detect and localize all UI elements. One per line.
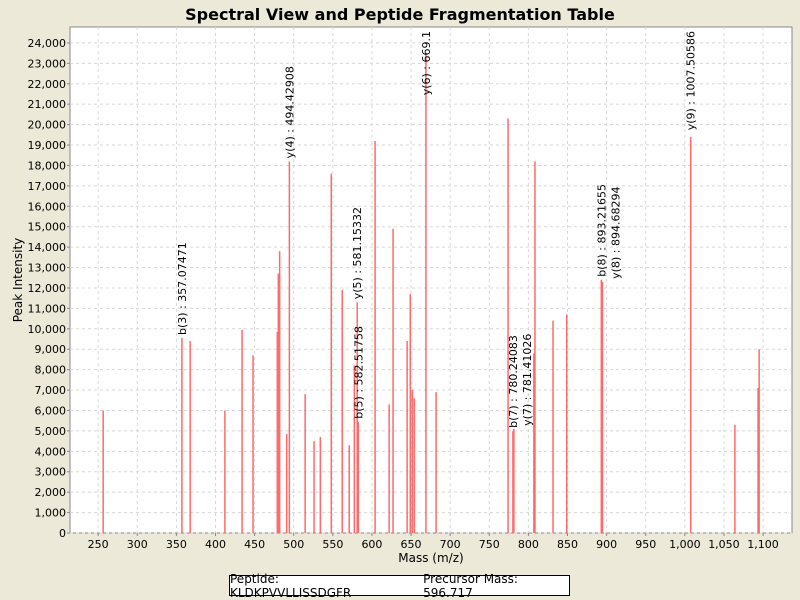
x-tick-label: 350 bbox=[166, 538, 187, 551]
peak-annotation: y(6) : 669.1 bbox=[420, 31, 433, 95]
peak-annotation: b(7) : 780.24083 bbox=[507, 335, 520, 428]
y-tick-label: 22,000 bbox=[28, 78, 67, 91]
y-tick-label: 0 bbox=[59, 527, 66, 540]
y-tick-label: 6,000 bbox=[35, 404, 67, 417]
x-tick-label: 850 bbox=[557, 538, 578, 551]
y-tick-label: 20,000 bbox=[28, 119, 67, 132]
y-tick-label: 19,000 bbox=[28, 139, 67, 152]
y-tick-label: 4,000 bbox=[35, 445, 67, 458]
x-tick-label: 1,050 bbox=[708, 538, 740, 551]
y-tick-label: 12,000 bbox=[28, 282, 67, 295]
y-tick-label: 14,000 bbox=[28, 241, 67, 254]
y-tick-label: 2,000 bbox=[35, 486, 67, 499]
precursor-mass: Precursor Mass: 596.717 bbox=[423, 571, 518, 600]
peak-annotation: b(3) : 357.07471 bbox=[176, 242, 189, 335]
x-tick-label: 650 bbox=[401, 538, 422, 551]
x-tick-label: 950 bbox=[635, 538, 656, 551]
x-tick-label: 550 bbox=[322, 538, 343, 551]
chart-title: Spectral View and Peptide Fragmentation … bbox=[185, 5, 615, 24]
y-tick-label: 7,000 bbox=[35, 384, 67, 397]
y-tick-label: 16,000 bbox=[28, 200, 67, 213]
peak-annotation: y(9) : 1007.50586 bbox=[685, 31, 698, 130]
peak-annotation: b(8) : 893.21655 bbox=[595, 184, 608, 277]
x-tick-label: 600 bbox=[361, 538, 382, 551]
y-axis-label: Peak Intensity bbox=[11, 238, 25, 323]
peptide-sequence: Peptide: KLDKPVVLLISSDGFR bbox=[230, 571, 352, 600]
y-tick-label: 3,000 bbox=[35, 466, 67, 479]
y-tick-label: 11,000 bbox=[28, 302, 67, 315]
peak-annotation: b(5) : 582.51758 bbox=[352, 326, 365, 419]
y-tick-label: 1,000 bbox=[35, 507, 67, 520]
y-tick-label: 13,000 bbox=[28, 262, 67, 275]
x-tick-label: 700 bbox=[440, 538, 461, 551]
peak-annotation: y(8) : 894.68294 bbox=[609, 187, 622, 279]
x-axis-label: Mass (m/z) bbox=[398, 551, 463, 565]
x-tick-label: 750 bbox=[479, 538, 500, 551]
y-tick-label: 10,000 bbox=[28, 323, 67, 336]
peptide-legend: Peptide: KLDKPVVLLISSDGFR Precursor Mass… bbox=[229, 572, 570, 600]
x-tick-label: 900 bbox=[596, 538, 617, 551]
x-tick-label: 450 bbox=[244, 538, 265, 551]
y-tick-label: 5,000 bbox=[35, 425, 67, 438]
y-tick-label: 18,000 bbox=[28, 159, 67, 172]
peak-annotation: y(5) : 581.15332 bbox=[351, 207, 364, 299]
y-tick-label: 24,000 bbox=[28, 37, 67, 50]
peak-annotation: y(7) : 781.41026 bbox=[521, 334, 534, 426]
x-tick-label: 250 bbox=[88, 538, 109, 551]
peak-annotation: y(4) : 494.42908 bbox=[283, 66, 296, 158]
y-tick-label: 17,000 bbox=[28, 180, 67, 193]
y-tick-label: 23,000 bbox=[28, 57, 67, 70]
x-tick-label: 400 bbox=[205, 538, 226, 551]
y-tick-label: 21,000 bbox=[28, 98, 67, 111]
x-tick-label: 1,100 bbox=[747, 538, 779, 551]
y-tick-label: 9,000 bbox=[35, 343, 67, 356]
x-tick-label: 500 bbox=[283, 538, 304, 551]
y-tick-label: 8,000 bbox=[35, 364, 67, 377]
x-tick-label: 300 bbox=[127, 538, 148, 551]
y-tick-label: 15,000 bbox=[28, 221, 67, 234]
x-tick-label: 800 bbox=[518, 538, 539, 551]
x-tick-label: 1,000 bbox=[669, 538, 701, 551]
